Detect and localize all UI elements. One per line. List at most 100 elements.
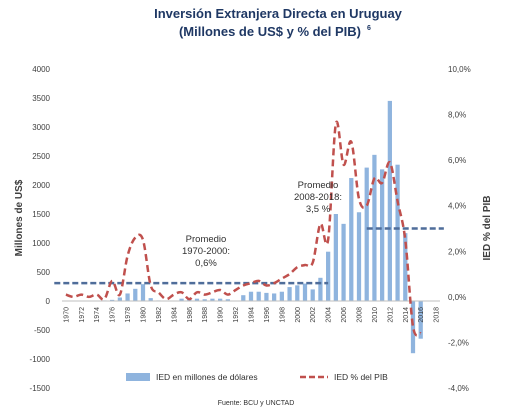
bar (410, 301, 416, 354)
bar (395, 164, 400, 301)
bar (241, 295, 246, 301)
average-lines (54, 227, 444, 285)
bar (279, 291, 284, 301)
x-tick: 1980 (141, 307, 148, 323)
bar (380, 169, 385, 301)
y-tick-right: -2,0% (448, 338, 469, 347)
bar (349, 178, 354, 301)
legend-bar-label: IED en millones de dólares (156, 372, 258, 382)
bar (372, 154, 377, 301)
y-tick-left: 1000 (32, 239, 50, 248)
bar (148, 298, 153, 301)
x-tick: 1988 (202, 307, 209, 323)
bar (318, 277, 323, 301)
y-tick-left: 3500 (32, 94, 50, 103)
y-tick-left: 4000 (32, 65, 50, 74)
average-annotation-line: Promedio (186, 234, 227, 245)
bar (287, 287, 292, 301)
bar (403, 233, 408, 301)
y-tick-right: 2,0% (448, 247, 466, 256)
x-tick: 1994 (249, 307, 256, 323)
line-pct-pib (65, 120, 422, 337)
x-tick: 1974 (94, 307, 101, 323)
average-annotations: Promedio1970-2000:0,6%Promedio2008-2018:… (182, 180, 342, 269)
x-tick: 1970 (63, 307, 70, 323)
y-tick-right: 8,0% (448, 111, 466, 120)
bar (218, 298, 223, 301)
y-tick-left: 3000 (32, 123, 50, 132)
bar (418, 301, 423, 339)
y-tick-left: 0 (46, 297, 51, 306)
bar (256, 291, 261, 301)
x-tick: 1998 (279, 307, 286, 323)
x-axis-ticks: 1970 1972 1974 1976 1978 1980 1982 1984 1986 1988… (63, 307, 440, 323)
y-tick-left: 500 (37, 268, 51, 277)
average-annotation-line: Promedio (298, 180, 339, 191)
x-tick: 1972 (79, 307, 86, 323)
y-tick-right: 4,0% (448, 202, 466, 211)
y-tick-left: 2500 (32, 152, 50, 161)
x-tick: 1990 (218, 307, 225, 323)
y-tick-left: -1000 (30, 355, 51, 364)
average-annotation-line: 2008-2018: (294, 192, 342, 203)
bar (310, 289, 315, 301)
legend-line-label: IED % del PIB (334, 372, 388, 382)
x-tick: 2004 (326, 307, 333, 323)
left-axis-ticks: -1500 -1000 -500 0 500 1000 1500 2000 2500 3000 35… (30, 65, 51, 393)
chart-title-line2: (Millones de US$ y % del PIB) (179, 24, 361, 39)
bar (387, 100, 392, 302)
bar (194, 298, 200, 301)
x-tick: 2010 (372, 307, 379, 323)
x-tick: 1978 (125, 307, 132, 323)
bar (295, 285, 300, 301)
bar (202, 299, 207, 301)
bar (225, 299, 230, 301)
bar (210, 298, 215, 301)
x-tick: 2016 (418, 307, 425, 323)
legend: IED en millones de dólares IED % del PIB (126, 372, 388, 382)
x-tick: 2012 (387, 307, 394, 323)
x-tick: 2008 (357, 307, 364, 323)
x-tick: 2018 (434, 307, 441, 323)
bar (264, 292, 269, 301)
bar-series (63, 100, 423, 354)
bar (333, 214, 338, 301)
x-tick: 1982 (156, 307, 163, 323)
bar (248, 291, 254, 301)
bar (110, 299, 115, 301)
y-axis-right-label: IED % del PIB (482, 195, 493, 260)
bar (364, 167, 369, 301)
bar (125, 293, 130, 301)
bar (272, 293, 277, 301)
y-tick-left: 1500 (32, 210, 50, 219)
x-tick: 2000 (295, 307, 302, 323)
x-tick: 2014 (403, 307, 410, 323)
bar (179, 298, 184, 301)
average-annotation-line: 1970-2000: (182, 246, 230, 257)
y-tick-left: -500 (34, 326, 51, 335)
average-annotation-line: 3,5 % (306, 204, 331, 215)
average-annotation-line: 0,6% (195, 258, 217, 269)
bar (326, 251, 331, 301)
bar (117, 297, 122, 301)
line-series (65, 120, 422, 337)
right-axis-ticks: -4,0% -2,0% 0,0% 2,0% 4,0% 6,0% 8,0% 10,0% (448, 65, 471, 393)
x-tick: 1986 (187, 307, 194, 323)
y-tick-right: -4,0% (448, 384, 469, 393)
chart-title-line1: Inversión Extranjera Directa en Uruguay (154, 6, 403, 21)
y-tick-right: 10,0% (448, 65, 471, 74)
y-axis-left-label: Millones de US$ (14, 179, 25, 256)
x-tick: 1976 (110, 307, 117, 323)
source-note: Fuente: BCU y UNCTAD (218, 400, 295, 407)
bar (341, 223, 346, 301)
x-tick: 1996 (264, 307, 271, 323)
legend-bar-swatch (126, 373, 150, 381)
bar (133, 288, 138, 301)
y-tick-right: 0,0% (448, 293, 466, 302)
x-tick: 1992 (233, 307, 240, 323)
x-tick: 2002 (310, 307, 317, 323)
bar (140, 284, 146, 301)
bar (302, 283, 308, 301)
x-tick: 1984 (171, 307, 178, 323)
